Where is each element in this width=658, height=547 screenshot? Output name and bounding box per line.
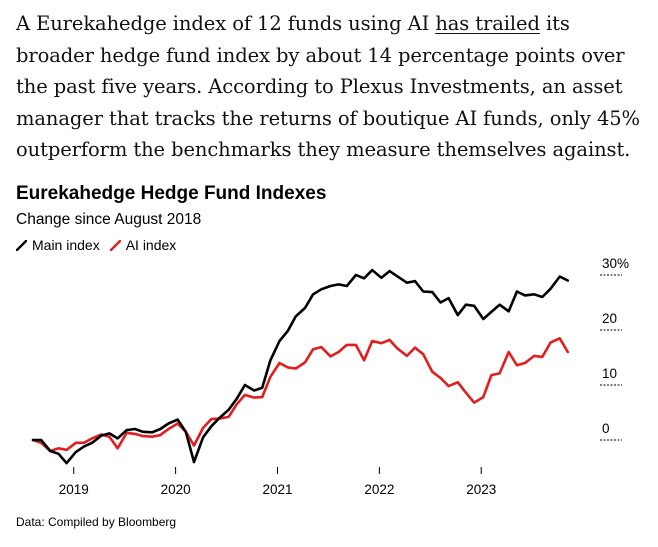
legend-label-ai: AI index: [125, 237, 177, 253]
y-tick-label: 30%: [602, 256, 629, 271]
x-tick-label: 2020: [161, 482, 191, 497]
series-line-main: [31, 268, 570, 465]
legend-item-ai: AI index: [109, 237, 177, 253]
chart-legend: Main index AI index: [16, 237, 186, 253]
x-tick-label: 2019: [59, 482, 89, 497]
legend-swatch-main-icon: [16, 239, 27, 251]
chart-title: Eurekahedge Hedge Fund Indexes: [16, 183, 327, 204]
article-link[interactable]: has trailed: [435, 12, 540, 35]
article-paragraph: A Eurekahedge index of 12 funds using AI…: [16, 8, 646, 166]
y-tick-label: 20: [602, 311, 617, 326]
article-text-end: its broader hedge fund index by about 14…: [16, 12, 640, 161]
y-tick-label: 0: [602, 421, 610, 436]
legend-item-main: Main index: [16, 237, 100, 253]
series-line-ai: [31, 336, 570, 453]
chart-subtitle: Change since August 2018: [16, 211, 202, 228]
legend-label-main: Main index: [32, 237, 100, 253]
y-tick-label: 10: [602, 366, 617, 381]
x-tick-label: 2023: [466, 482, 496, 497]
source-note: Data: Compiled by Bloomberg: [16, 515, 177, 529]
article-text-start: A Eurekahedge index of 12 funds using AI: [16, 12, 436, 35]
legend-swatch-ai-icon: [109, 239, 121, 251]
x-tick-label: 2021: [262, 482, 292, 497]
x-tick-label: 2022: [364, 482, 394, 497]
